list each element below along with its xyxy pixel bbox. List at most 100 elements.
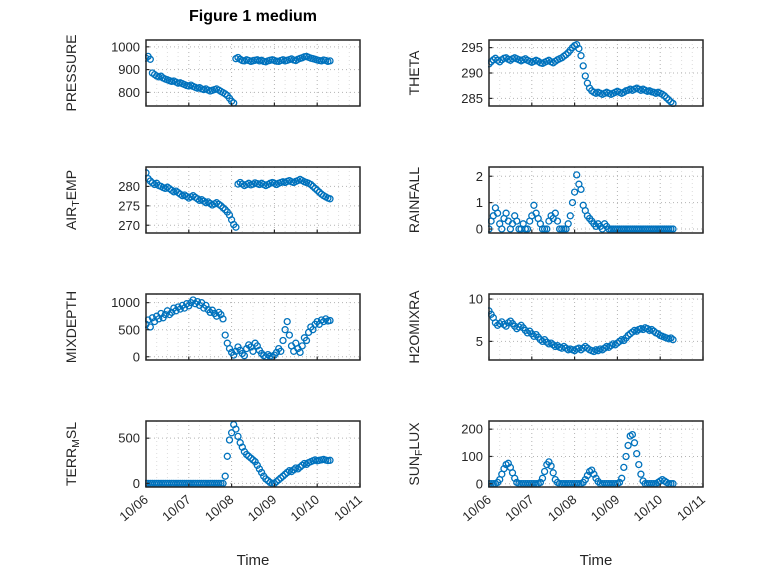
scatter-point [538,474,547,482]
subplot-H2OMIXRA: 5 10 H2OMIXRA [406,290,704,364]
axes-box [488,293,704,361]
scatter-point [242,450,251,459]
scatter-point [667,225,675,233]
y-tick-label: 800 [118,85,140,100]
scatter-point [285,331,294,339]
scatter-point [624,441,632,450]
y-tick-label: 295 [461,40,483,55]
y-tick-label: 1 [476,195,483,210]
scatter-point [493,209,502,217]
scatter-point [307,180,315,189]
scatter-point [573,171,581,179]
y-tick-label: 0 [133,476,140,491]
scatter-point [326,316,334,325]
scatter-point [283,317,291,326]
scatter-point [296,463,304,471]
scatter-point [279,472,287,480]
scatter-point [564,220,572,228]
scatter-point [257,468,266,477]
axes-box [488,420,704,488]
scatter-point [543,225,551,233]
scatter-point [635,460,643,469]
scatter-point [315,188,323,196]
scatter-point [620,463,628,472]
axes-box [488,166,704,234]
scatter-point [669,225,677,233]
scatter-point [281,326,289,334]
scatter-point [590,470,598,478]
x-axis-label-right: Time [579,552,613,569]
x-tick-label: 10/10 [631,492,666,524]
scatter-point [163,307,172,315]
scatter-point [581,72,589,80]
y-tick-label: 10 [469,292,483,307]
scatter-series [488,307,677,356]
scatter-point [583,471,592,480]
subplot-AIR_TEMP: 270 275 280 AIRTEMP [63,166,361,234]
scatter-point [251,458,259,466]
axes-box [145,166,361,234]
scatter-point [540,467,549,476]
scatter-point [215,308,223,317]
scatter-point [212,312,221,320]
y-tick-label: 5 [476,334,483,349]
scatter-point [521,225,530,233]
scatter-point [232,223,240,231]
scatter-point [562,51,570,59]
x-tick-label: 10/06 [116,492,151,524]
y-axis-label: H2OMIXRA [406,290,422,364]
scatter-series [488,40,677,107]
x-tick-label: 10/06 [459,492,494,524]
scatter-point [245,341,253,349]
scatter-point [577,52,585,60]
scatter-point [302,336,311,345]
subplot-RAINFALL: 0 1 2 RAINFALL [406,166,704,237]
scatter-point [253,461,261,469]
scatter-point [553,217,562,225]
scatter-point [279,336,287,345]
scatter-point [581,475,589,484]
y-tick-label: 285 [461,91,483,106]
y-tick-label: 0 [133,349,140,364]
y-tick-label: 270 [118,218,140,233]
scatter-point [665,96,673,104]
scatter-point [221,472,229,480]
scatter-point [242,344,251,353]
scatter-point [502,209,510,217]
scatter-point [322,315,330,323]
scatter-point [290,466,298,474]
scatter-point [225,344,234,353]
scatter-point [530,201,538,209]
scatter-point [165,310,174,319]
scatter-point [221,331,229,339]
scatter-point [281,470,289,478]
y-tick-label: 1000 [111,39,140,54]
scatter-point [249,456,257,464]
x-tick-label: 10/07 [502,492,537,524]
scatter-point [560,225,568,233]
scatter-point [538,225,547,233]
scatter-point [272,348,281,357]
scatter-point [189,296,197,304]
scatter-point [172,307,180,315]
scatter-point [491,54,500,62]
scatter-point [523,225,532,233]
axes-box [145,39,361,107]
y-tick-label: 500 [118,322,140,337]
scatter-point [577,185,585,194]
scatter-point [193,297,202,306]
scatter-point [579,62,587,70]
scatter-point [161,310,169,319]
y-tick-label: 280 [118,179,140,194]
axes-box [145,420,361,488]
scatter-point [551,209,559,217]
scatter-point [618,474,626,482]
y-tick-label: 0 [476,476,483,491]
scatter-series [488,171,677,233]
x-tick-label: 10/11 [674,492,708,524]
scatter-point [669,336,677,344]
subplot-THETA: 285 290 295 THETA [406,39,704,107]
scatter-point [488,58,495,66]
x-tick-label: 10/08 [202,492,237,524]
